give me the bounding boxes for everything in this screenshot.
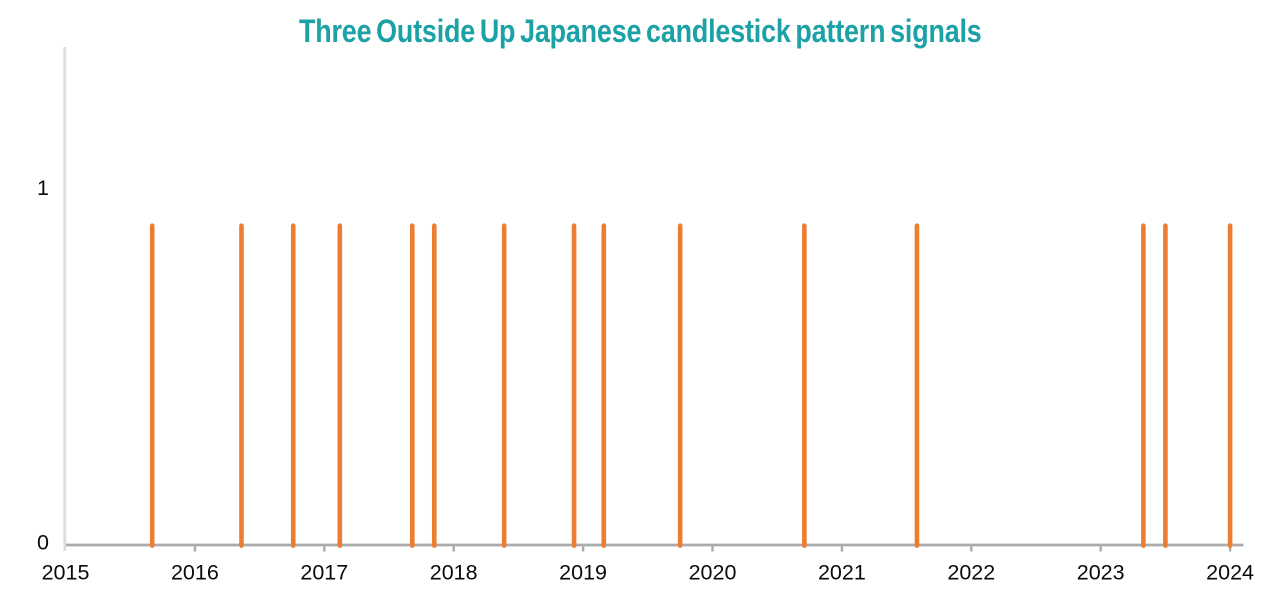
x-axis-tick-label: 2023	[1077, 561, 1125, 585]
x-axis-tick-label: 2022	[947, 561, 995, 585]
x-axis-tick-label: 2016	[171, 561, 219, 585]
x-axis-tick-label: 2015	[42, 561, 90, 585]
x-axis-tick-label: 2019	[559, 561, 607, 585]
x-axis-tick-label: 2017	[300, 561, 348, 585]
x-axis-tick-label: 2021	[818, 561, 866, 585]
y-axis-tick-label: 1	[37, 176, 49, 200]
chart-title: Three Outside Up Japanese candlestick pa…	[0, 13, 1280, 49]
chart-title-text: Three Outside Up Japanese candlestick pa…	[298, 13, 982, 49]
y-axis-tick-label: 0	[37, 531, 49, 555]
x-axis-tick-label: 2024	[1206, 561, 1254, 585]
x-axis-tick-label: 2018	[430, 561, 478, 585]
x-axis-tick-label: 2020	[689, 561, 737, 585]
